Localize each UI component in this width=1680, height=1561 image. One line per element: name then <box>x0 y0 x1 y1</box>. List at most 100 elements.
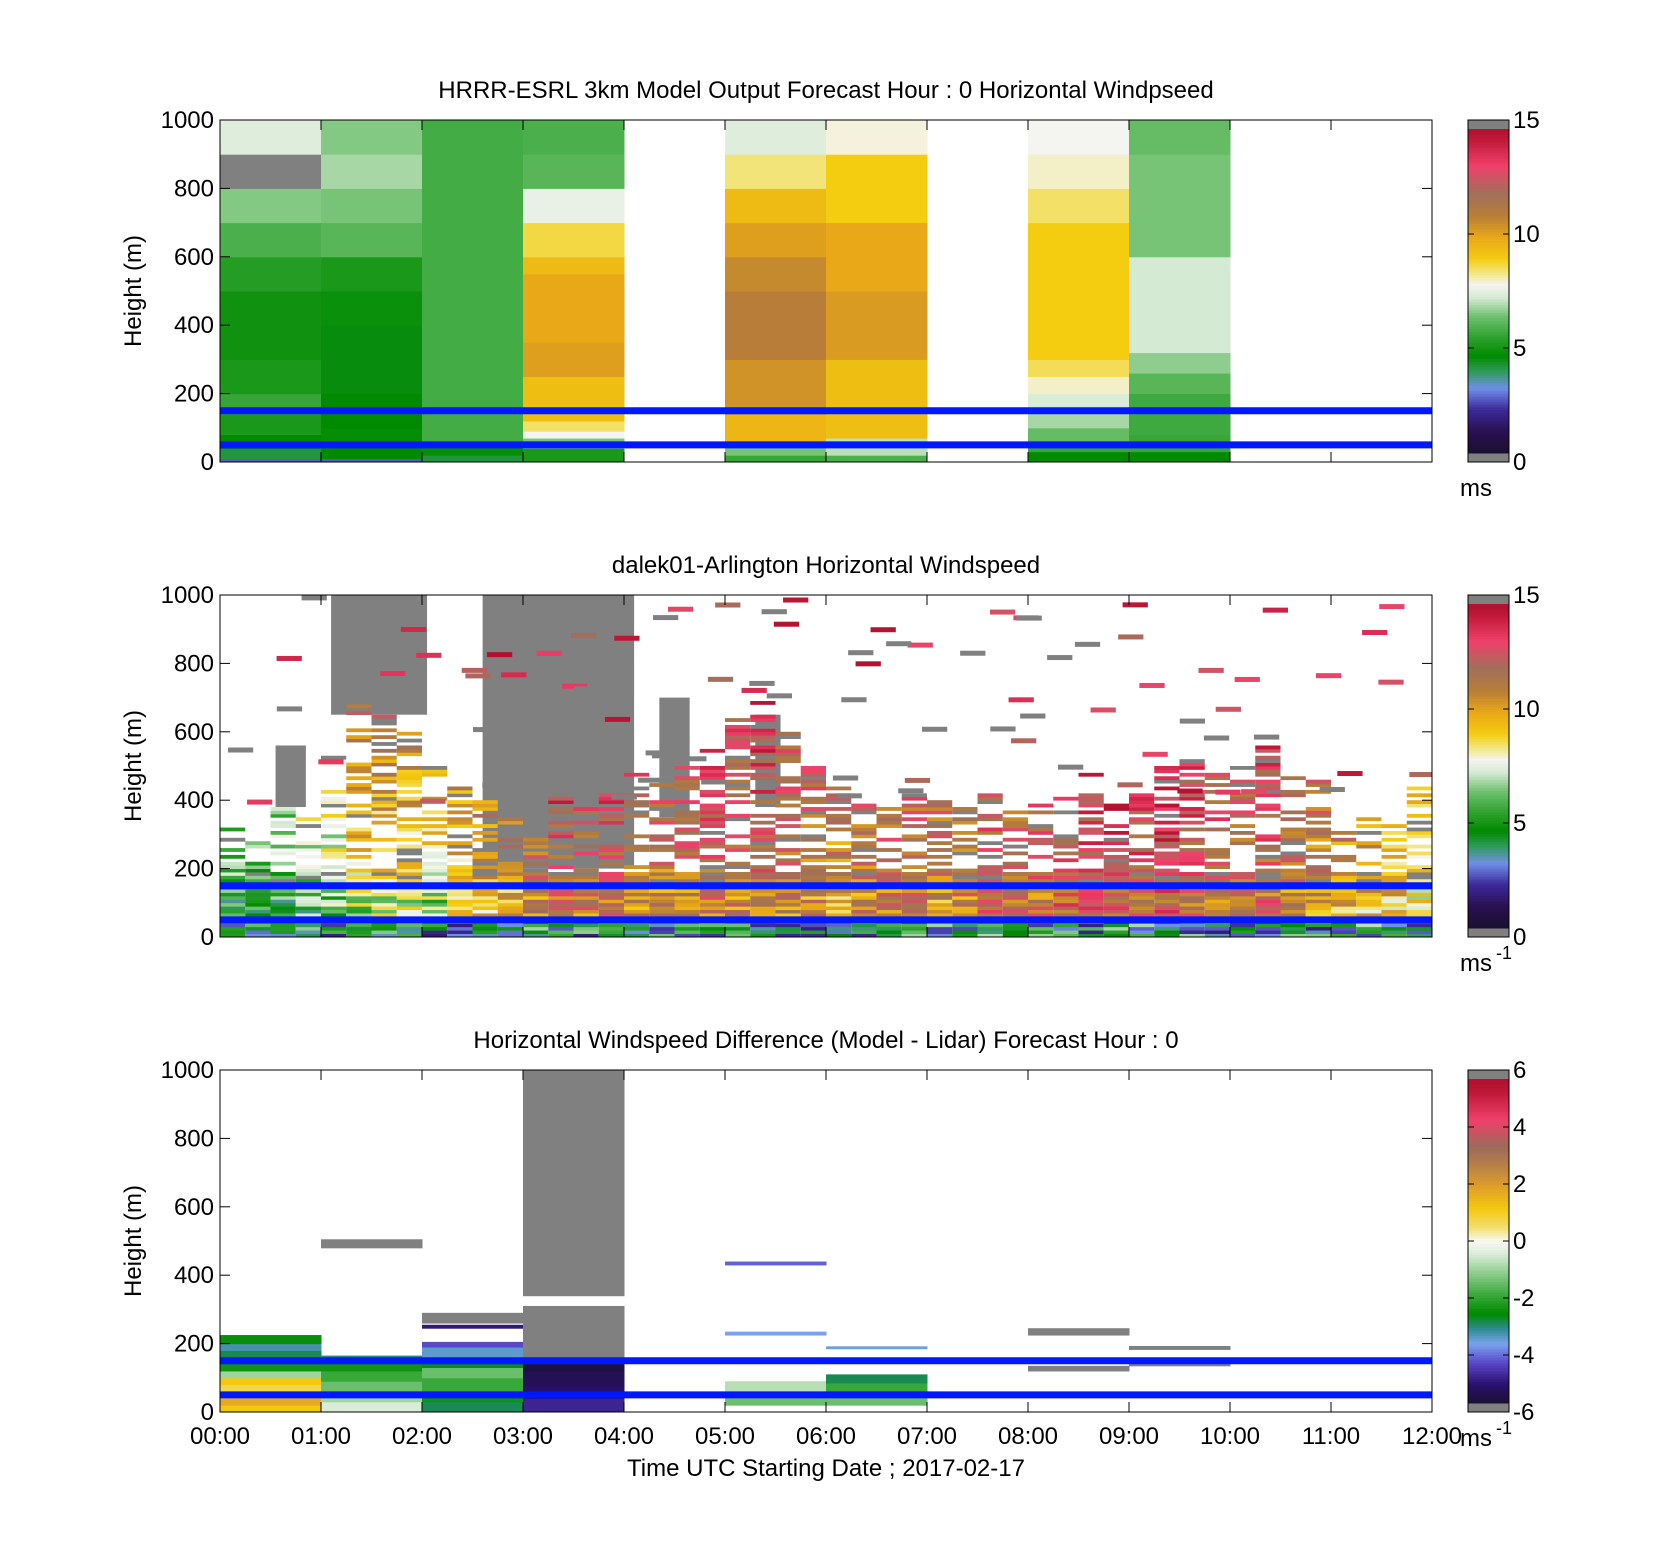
heatmap-cell <box>1356 841 1382 846</box>
heatmap-cell <box>396 861 422 866</box>
heatmap-cell <box>1406 913 1432 917</box>
heatmap-cell <box>1008 697 1034 703</box>
heatmap-cell <box>624 902 650 907</box>
y-tick-label: 800 <box>174 175 214 202</box>
heatmap-cell <box>422 909 448 914</box>
heatmap-cell <box>800 906 826 911</box>
colorbar-band <box>1468 1370 1509 1374</box>
heatmap-cell <box>876 848 902 852</box>
colorbar-band <box>1468 852 1509 856</box>
heatmap-cell <box>1230 906 1256 911</box>
colorbar-band <box>1468 1176 1509 1180</box>
heatmap-cell <box>1255 858 1281 863</box>
heatmap-cell <box>422 810 448 815</box>
heatmap-cell <box>1103 926 1129 931</box>
heatmap-cell <box>952 872 978 876</box>
heatmap-cell <box>775 913 801 917</box>
heatmap-cell <box>497 899 523 904</box>
heatmap-cell <box>1381 872 1407 876</box>
heatmap-cell <box>220 889 246 893</box>
heatmap-cell <box>826 1382 928 1392</box>
heatmap-cell <box>346 902 372 907</box>
heatmap-cell <box>321 899 347 904</box>
heatmap-cell <box>800 899 826 904</box>
heatmap-cell <box>598 817 624 822</box>
heatmap-cell <box>870 627 896 633</box>
heatmap-cell <box>371 899 397 904</box>
colorbar-band <box>1468 863 1509 867</box>
heatmap-cell <box>725 120 827 155</box>
y-tick-label: 0 <box>201 1399 214 1426</box>
heatmap-cell <box>1103 858 1129 863</box>
heatmap-cell <box>598 858 624 863</box>
heatmap-cell <box>245 899 271 904</box>
heatmap-cell <box>1406 830 1432 835</box>
heatmap-cell <box>1028 154 1130 189</box>
heatmap-cell <box>422 899 448 904</box>
heatmap-cell <box>396 902 422 907</box>
colorbar-band <box>1468 409 1509 413</box>
heatmap-cell <box>624 913 650 917</box>
heatmap-cell <box>826 848 852 852</box>
heatmap-cell <box>1053 906 1079 911</box>
heatmap-cell <box>472 902 498 907</box>
heatmap-cell <box>245 933 271 937</box>
heatmap-cell <box>396 789 422 794</box>
heatmap-cell <box>1305 889 1331 893</box>
heatmap-cell <box>775 875 801 880</box>
colorbar-band <box>1468 1278 1509 1282</box>
heatmap-cell <box>346 892 372 897</box>
colorbar-band <box>1468 436 1509 440</box>
heatmap-cell <box>674 783 700 787</box>
heatmap-cell <box>775 813 801 818</box>
colorbar-band <box>1468 185 1509 189</box>
heatmap-cell <box>851 844 877 849</box>
colorbar-band <box>1468 1254 1509 1258</box>
heatmap-cell <box>750 854 776 859</box>
heatmap-cell <box>396 817 422 822</box>
heatmap-cell <box>1129 817 1155 822</box>
heatmap-cell <box>904 777 931 783</box>
heatmap-cell <box>927 878 953 883</box>
heatmap-cell <box>1154 844 1180 849</box>
heatmap-cell <box>523 120 625 155</box>
heatmap-cell <box>422 875 448 880</box>
heatmap-cell <box>1204 889 1230 893</box>
heatmap-cell <box>901 930 927 934</box>
heatmap-cell <box>371 796 397 801</box>
heatmap-cell <box>800 858 826 863</box>
heatmap-cell <box>1028 854 1054 859</box>
heatmap-cell <box>750 748 776 753</box>
colorbar-band <box>1468 1181 1509 1185</box>
heatmap-cell <box>876 878 902 883</box>
heatmap-cell <box>952 895 978 900</box>
heatmap-cell <box>649 861 675 866</box>
heatmap-cell <box>1179 793 1205 798</box>
heatmap-cell <box>523 1360 625 1372</box>
colorbar-band <box>1468 274 1509 278</box>
heatmap-cell <box>1078 793 1104 798</box>
colorbar-band <box>1468 304 1509 308</box>
heatmap-cell <box>1280 789 1306 794</box>
heatmap-cell <box>472 851 498 856</box>
heatmap-cell <box>750 837 776 842</box>
heatmap-cell <box>1356 889 1382 893</box>
heatmap-cell <box>573 895 599 900</box>
heatmap-cell <box>396 872 422 876</box>
colorbar-band <box>1468 431 1509 435</box>
heatmap-cell <box>800 854 826 859</box>
heatmap-cell <box>876 837 902 842</box>
heatmap-cell <box>321 844 347 849</box>
heatmap-cell <box>573 875 599 880</box>
heatmap-cell <box>907 642 933 648</box>
colorbar-band <box>1468 720 1509 724</box>
heatmap-cell <box>318 759 344 765</box>
heatmap-cell <box>1305 895 1331 900</box>
heatmap-cell <box>977 926 1003 931</box>
heatmap-cell <box>901 895 927 900</box>
heatmap-cell <box>422 892 448 897</box>
heatmap-cell <box>220 1398 322 1406</box>
heatmap-cell <box>800 868 826 873</box>
heatmap-cell <box>1406 868 1432 873</box>
